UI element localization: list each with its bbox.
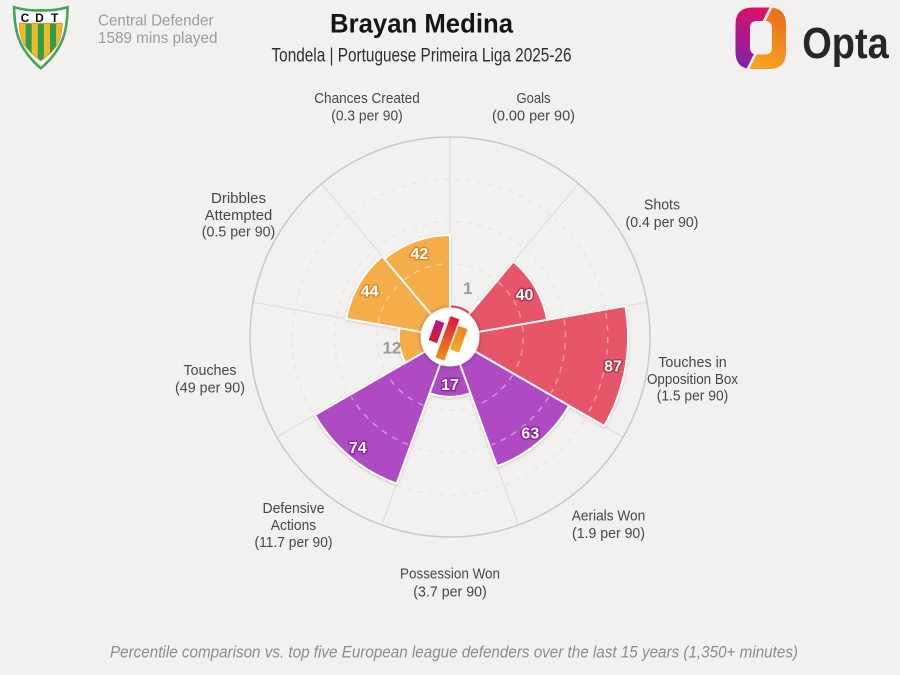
svg-text:(11.7 per 90): (11.7 per 90) (255, 535, 333, 551)
svg-text:Chances Created: Chances Created (314, 91, 420, 107)
svg-text:(0.3 per 90): (0.3 per 90) (331, 109, 403, 125)
svg-text:1: 1 (463, 279, 472, 298)
svg-text:87: 87 (604, 359, 622, 376)
svg-text:Percentile comparison vs. top: Percentile comparison vs. top five Europ… (110, 644, 798, 662)
svg-text:(0.4 per 90): (0.4 per 90) (626, 215, 699, 231)
svg-text:1589 mins played: 1589 mins played (98, 30, 218, 47)
svg-text:Central Defender: Central Defender (98, 13, 214, 30)
svg-text:Actions: Actions (271, 518, 317, 534)
svg-text:Touches in: Touches in (658, 355, 727, 371)
svg-text:Shots: Shots (644, 198, 680, 214)
svg-text:40: 40 (516, 287, 534, 304)
svg-text:(0.00 per 90): (0.00 per 90) (492, 109, 575, 125)
svg-text:Brayan Medina: Brayan Medina (330, 9, 514, 39)
svg-text:Attempted: Attempted (205, 208, 273, 224)
svg-text:17: 17 (441, 377, 459, 394)
svg-text:(1.9 per 90): (1.9 per 90) (572, 526, 645, 542)
svg-text:Opposition Box: Opposition Box (647, 372, 739, 388)
svg-text:Tondela | Portuguese Primeira: Tondela | Portuguese Primeira Liga 2025-… (272, 46, 572, 67)
svg-text:(1.5 per 90): (1.5 per 90) (657, 389, 729, 405)
svg-text:Opta: Opta (802, 19, 889, 68)
svg-text:(3.7 per 90): (3.7 per 90) (413, 585, 487, 601)
svg-text:Aerials Won: Aerials Won (572, 509, 646, 525)
svg-text:Defensive: Defensive (263, 501, 325, 517)
svg-text:12: 12 (382, 338, 401, 357)
svg-text:63: 63 (521, 426, 539, 443)
svg-text:C: C (21, 11, 30, 25)
svg-text:42: 42 (411, 246, 429, 263)
svg-text:Possession Won: Possession Won (400, 567, 500, 583)
svg-text:(49 per 90): (49 per 90) (175, 381, 245, 397)
svg-text:Goals: Goals (517, 91, 551, 107)
svg-text:74: 74 (349, 440, 367, 457)
svg-text:Touches: Touches (184, 363, 237, 379)
svg-text:T: T (51, 11, 59, 25)
svg-text:D: D (35, 11, 44, 25)
svg-text:(0.5 per 90): (0.5 per 90) (202, 225, 276, 241)
svg-text:Dribbles: Dribbles (211, 191, 266, 207)
svg-text:44: 44 (361, 284, 379, 301)
